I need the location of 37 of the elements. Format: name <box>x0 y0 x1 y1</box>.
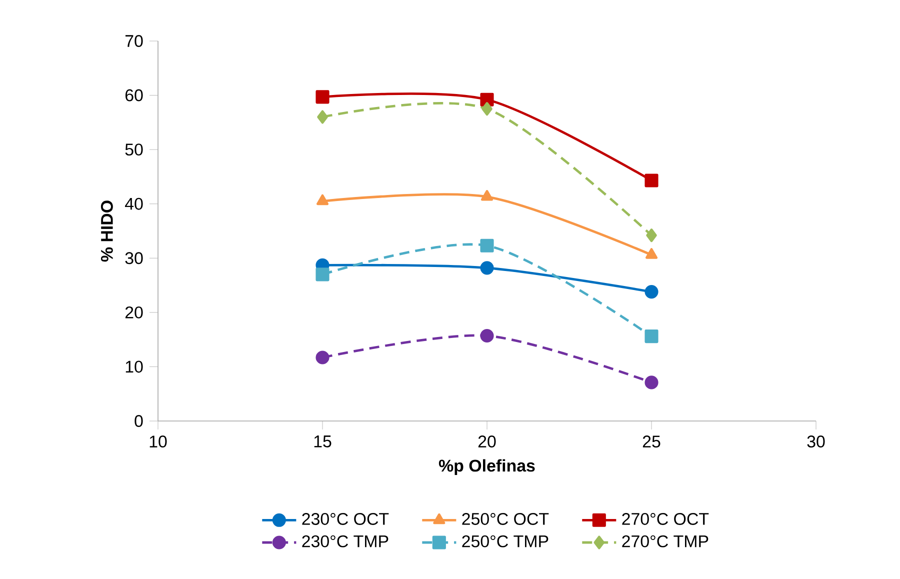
point <box>480 261 494 275</box>
point <box>317 110 328 124</box>
y-tick-label: 0 <box>134 415 143 427</box>
point <box>316 268 330 282</box>
x-tick-label: 20 <box>478 436 496 448</box>
y-axis-title: % HIDO <box>100 200 113 262</box>
y-tick-label: 50 <box>125 144 143 156</box>
y-tick-label: 40 <box>124 198 143 210</box>
legend-label: 250°C TMP <box>462 535 548 548</box>
x-tick-label: 30 <box>807 436 825 448</box>
y-tick-label: 20 <box>125 306 143 318</box>
point <box>646 228 657 242</box>
legend-label: 230°C TMP <box>302 535 388 548</box>
point <box>316 350 330 364</box>
y-tick-label: 30 <box>125 252 143 264</box>
x-tick-label: 25 <box>642 436 660 448</box>
y-tick-label: 10 <box>126 360 143 373</box>
legend-label: 230°C OCT <box>302 512 389 525</box>
point <box>482 102 492 116</box>
point <box>644 285 658 299</box>
point <box>480 190 494 201</box>
point <box>316 194 329 206</box>
y-tick-label: 60 <box>125 89 143 102</box>
y-tick-label: 70 <box>125 35 143 47</box>
legend-label: 270°C OCT <box>622 512 709 525</box>
x-tick-label: 10 <box>150 436 167 448</box>
x-tick-label: 15 <box>314 436 332 448</box>
point <box>316 90 330 104</box>
legend-label: 270°C TMP <box>622 535 708 548</box>
point <box>644 174 658 188</box>
x-axis-title: %p Olefinas <box>438 459 535 475</box>
point <box>644 376 658 390</box>
point <box>645 248 658 259</box>
legend-label: 250°C OCT <box>462 512 549 525</box>
point <box>480 329 494 343</box>
point <box>644 330 658 344</box>
point <box>480 238 494 252</box>
